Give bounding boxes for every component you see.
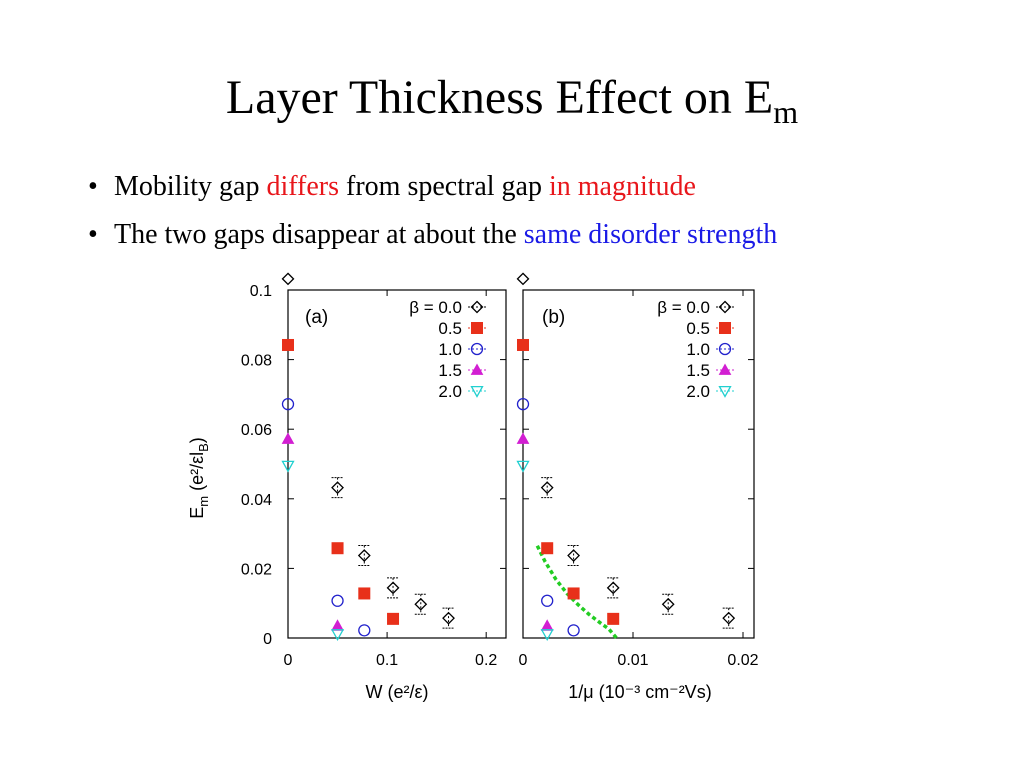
x-tick-label: 0.01	[617, 652, 648, 669]
data-point-diamond	[281, 272, 295, 286]
data-point-square	[607, 612, 620, 625]
x-tick-label: 0	[519, 652, 528, 669]
data-point-triangle-up	[331, 619, 344, 631]
bullet-list: • Mobility gap differs from spectral gap …	[88, 170, 777, 266]
data-points	[516, 272, 736, 642]
data-point-diamond	[331, 481, 344, 495]
y-tick-label: 0.04	[241, 492, 272, 509]
data-point-triangle-up	[281, 432, 295, 444]
legend-label: 1.0	[438, 340, 462, 359]
data-point-circle	[281, 397, 295, 411]
data-point-square	[331, 542, 344, 555]
y-tick-label: 0	[263, 631, 272, 648]
bullet-1-text: Mobility gap	[114, 171, 267, 202]
y-tick-label: 0.1	[250, 283, 272, 300]
data-point-square	[517, 338, 529, 351]
legend-marker-diamond	[470, 300, 484, 314]
legend-marker-triangle-up	[718, 363, 732, 375]
legend-marker-square	[719, 322, 731, 334]
data-point-circle	[541, 594, 554, 607]
data-point-diamond	[357, 549, 371, 562]
legend-label: 1.0	[686, 340, 710, 359]
data-point-square	[387, 612, 400, 625]
data-point-diamond	[722, 611, 736, 625]
x-ticks: 0 0.1 0.2	[284, 652, 498, 669]
panel-label: (b)	[542, 307, 565, 328]
legend: β = 0.0 0.5 1.0 1.5 2.0	[657, 298, 734, 401]
x-tick-label: 0.2	[475, 652, 497, 669]
data-point-diamond	[661, 597, 675, 611]
x-tick-label: 0	[284, 652, 293, 669]
y-ticks: 0 0.02 0.04 0.06 0.08 0.1	[241, 283, 272, 648]
panel-b: 0 0.01 0.02 (b) β = 0.0 0.5 1.0 1.5 2.0 1/μ (1…	[516, 272, 759, 702]
data-point-triangle-down	[330, 629, 345, 642]
x-axis-label: 1/μ (10⁻³ cm⁻²Vs)	[568, 682, 711, 702]
legend-label: 2.0	[686, 382, 710, 401]
legend-label: β = 0.0	[657, 298, 710, 317]
data-point-diamond	[414, 597, 428, 611]
data-point-circle	[331, 594, 344, 607]
legend-label: 1.5	[438, 361, 462, 380]
data-point-square	[358, 587, 371, 600]
legend-marker-triangle-down	[718, 385, 732, 398]
legend-marker-square	[471, 322, 483, 334]
legend-label: 0.5	[438, 319, 462, 338]
y-tick-label: 0.02	[241, 561, 272, 578]
fit-curve-line	[535, 545, 618, 640]
data-point-diamond	[516, 272, 530, 286]
data-point-circle	[567, 624, 580, 637]
legend-label: 2.0	[438, 382, 462, 401]
data-point-triangle-down	[516, 460, 530, 473]
data-point-circle	[358, 624, 371, 637]
plot-frame	[522, 289, 755, 639]
data-point-diamond	[567, 549, 581, 562]
legend-marker-triangle-down	[470, 385, 484, 398]
data-point-triangle-up	[540, 619, 554, 631]
y-tick-label: 0.08	[241, 353, 272, 370]
legend-marker-triangle-up	[470, 363, 484, 375]
data-point-square	[282, 338, 294, 351]
y-tick-label: 0.06	[241, 422, 272, 439]
legend-label: β = 0.0	[409, 298, 462, 317]
data-point-diamond	[540, 481, 554, 495]
legend-label: 0.5	[686, 319, 710, 338]
data-point-square	[541, 542, 554, 555]
panel-label: (a)	[305, 307, 328, 328]
data-point-diamond	[386, 581, 400, 595]
bullet-1-highlight-magnitude: in magnitude	[548, 171, 696, 202]
data-point-diamond	[606, 581, 620, 595]
plot-frame	[287, 289, 507, 639]
bullet-1-highlight-differs: differs	[266, 171, 340, 202]
x-tick-label: 0.02	[727, 652, 758, 669]
bullet-2-text: The two gaps disappear at about the	[114, 219, 524, 250]
legend: β = 0.0 0.5 1.0 1.5 2.0	[409, 298, 486, 401]
legend-marker-diamond	[718, 300, 732, 314]
bullet-1-text-2: from spectral gap	[339, 171, 549, 202]
x-ticks: 0 0.01 0.02	[519, 652, 759, 669]
x-axis-label: W (e²/ε)	[365, 682, 428, 702]
data-point-circle	[516, 397, 530, 411]
bullet-2-highlight-disorder: same disorder strength	[523, 219, 778, 250]
data-point-diamond	[442, 611, 455, 625]
data-point-triangle-down	[540, 629, 554, 642]
bullet-item: • The two gaps disappear at about the sam…	[88, 219, 778, 250]
data-point-square	[567, 587, 580, 600]
slide-title: Layer Thickness Effect on Em	[0, 68, 1024, 128]
data-point-triangle-down	[281, 460, 295, 473]
title-subscript: m	[773, 94, 799, 130]
title-main: Layer Thickness Effect on E	[225, 71, 774, 124]
legend-marker-circle	[470, 342, 484, 356]
fit-curve	[535, 545, 618, 640]
x-tick-label: 0.1	[376, 652, 398, 669]
data-point-triangle-up	[516, 432, 530, 444]
y-axis-label: Em(e²/εlB)	[187, 437, 211, 519]
bullet-item: • Mobility gap differs from spectral gap …	[88, 171, 696, 202]
legend-marker-circle	[718, 342, 732, 356]
panel-a: 0 0.02 0.04 0.06 0.08 0.1 0 0.1 0.2 (a) β = 0.0…	[241, 272, 507, 702]
data-points	[281, 272, 455, 642]
legend-label: 1.5	[686, 361, 710, 380]
